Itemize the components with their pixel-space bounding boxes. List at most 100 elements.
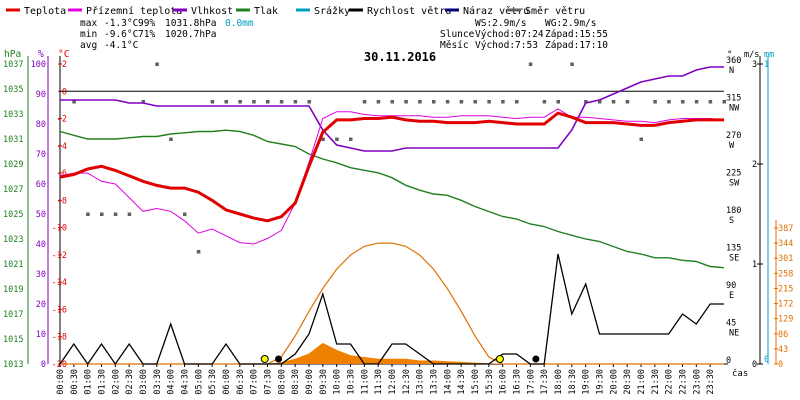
stat-min-hum: 71% <box>138 29 155 40</box>
winddir-point <box>598 100 602 104</box>
winddir-point <box>653 100 657 104</box>
solar-tick-label: 129 <box>778 315 793 325</box>
x-axis-label: čas <box>732 368 748 379</box>
time-tick-label: 22:30 <box>679 369 689 395</box>
time-tick-label: 20:30 <box>623 369 633 395</box>
time-tick-label: 20:00 <box>609 369 619 395</box>
winddir-point <box>611 100 616 104</box>
time-tick-label: 06:00 <box>222 369 232 395</box>
wind-speed-line <box>59 253 724 366</box>
winddir-point <box>307 100 311 104</box>
stat-max-rain: 0.0mm <box>225 18 254 29</box>
dir-tick-label: 225 <box>726 169 741 179</box>
winddir-point <box>515 100 519 104</box>
pct-tick-label: 70 <box>36 150 46 160</box>
time-tick-label: 18:30 <box>568 369 578 395</box>
winddir-point <box>390 100 394 104</box>
hpa-tick-label: 1027 <box>3 185 23 195</box>
sun-rise: Východ:07:24 <box>475 29 544 40</box>
time-tick-label: 15:30 <box>485 369 495 395</box>
dir-tick-label: 90 <box>726 281 736 291</box>
time-tick-label: 08:00 <box>277 369 287 395</box>
time-tick-label: 07:30 <box>264 369 274 395</box>
time-tick-label: 00:30 <box>70 369 80 395</box>
solar-tick-label: 215 <box>778 284 793 294</box>
winddir-point <box>86 212 90 216</box>
winddir-point <box>501 100 505 104</box>
hpa-tick-label: 1015 <box>3 335 23 345</box>
time-tick-label: 16:00 <box>499 369 509 395</box>
time-tick-label: 11:00 <box>360 369 370 395</box>
legend: Teplota Přízemní teplota Vlhkost Tlak Srážky… <box>6 5 585 17</box>
dir-name-label: W <box>729 141 735 151</box>
temp-tick-label: -14 <box>52 278 67 288</box>
winddir-point <box>349 137 353 141</box>
dir-tick-label: 270 <box>726 131 741 141</box>
dir-tick-label: 180 <box>726 206 741 216</box>
stat-avg-label: avg <box>80 40 97 51</box>
plot-area <box>59 62 726 366</box>
solar-theory-line <box>60 242 724 365</box>
sun-set: Západ:15:55 <box>545 29 608 40</box>
winddir-point <box>293 100 298 104</box>
legend-label-feels: Přízemní teplota <box>86 5 182 17</box>
winddir-point <box>639 137 643 141</box>
wind-ws: WS:2.9m/s <box>475 18 526 29</box>
dir-name-label: SE <box>729 254 739 264</box>
stat-min-label: min <box>80 29 97 40</box>
moon-set: Západ:17:10 <box>545 40 608 51</box>
dir-axis-title: ° <box>727 50 732 60</box>
winddir-point <box>252 100 256 104</box>
temp-tick-label: 0 <box>62 87 67 97</box>
winddir-point <box>169 137 173 141</box>
legend-label-temp: Teplota <box>24 6 66 17</box>
winddir-point <box>224 100 228 104</box>
winddir-point <box>570 62 574 66</box>
ms-tick-label: 2 <box>752 160 757 170</box>
winddir-point <box>127 212 132 216</box>
stat-avg-temp: -4.1°C <box>104 40 138 51</box>
hpa-tick-label: 1033 <box>3 110 23 120</box>
temp-tick-label: 2 <box>62 60 67 70</box>
dir-name-label: E <box>729 291 734 301</box>
mm-tick-label: 1 <box>764 60 769 70</box>
time-tick-label: 19:00 <box>582 369 592 395</box>
time-tick-label: 05:30 <box>208 369 218 395</box>
legend-label-winddir: Směr větru <box>525 5 585 17</box>
time-tick-label: 00:00 <box>56 369 66 395</box>
moonrise-marker <box>275 355 283 363</box>
pressure-line <box>59 129 725 269</box>
solar-tick-label: 43 <box>778 345 788 355</box>
hpa-tick-label: 1037 <box>3 60 23 70</box>
winddir-point <box>473 100 477 104</box>
pct-tick-label: 100 <box>31 60 46 70</box>
stat-max-temp: -1.3°C <box>104 18 138 29</box>
winddir-point <box>459 100 464 104</box>
time-tick-label: 10:30 <box>347 369 357 395</box>
winddir-point <box>404 100 408 104</box>
winddir-point <box>708 100 713 104</box>
pct-tick-label: 50 <box>36 210 46 220</box>
winddir-point <box>556 100 560 104</box>
winddir-point <box>113 212 118 216</box>
hpa-tick-label: 1023 <box>3 235 23 245</box>
solar-area <box>60 342 724 364</box>
hpa-tick-label: 1017 <box>3 310 23 320</box>
time-tick-label: 05:00 <box>194 369 204 395</box>
winddir-point <box>625 100 630 104</box>
temp-tick-label: -6 <box>57 169 67 179</box>
hpa-tick-label: 1019 <box>3 285 23 295</box>
dir-name-label: NW <box>729 104 740 114</box>
hpa-tick-label: 1021 <box>3 260 23 270</box>
wind-wg: WG:2.9m/s <box>545 18 596 29</box>
temp-tick-label: -10 <box>52 224 67 234</box>
dir-tick-label: 135 <box>726 244 741 254</box>
legend-label-humidity: Vlhkost <box>191 6 233 17</box>
time-tick-label: 21:30 <box>651 369 661 395</box>
dir-tick-label: 315 <box>726 94 741 104</box>
stat-min-temp: -9.6°C <box>104 29 138 40</box>
pct-tick-label: 0 <box>41 360 46 370</box>
time-tick-label: 04:00 <box>167 369 177 395</box>
time-tick-label: 12:30 <box>402 369 412 395</box>
